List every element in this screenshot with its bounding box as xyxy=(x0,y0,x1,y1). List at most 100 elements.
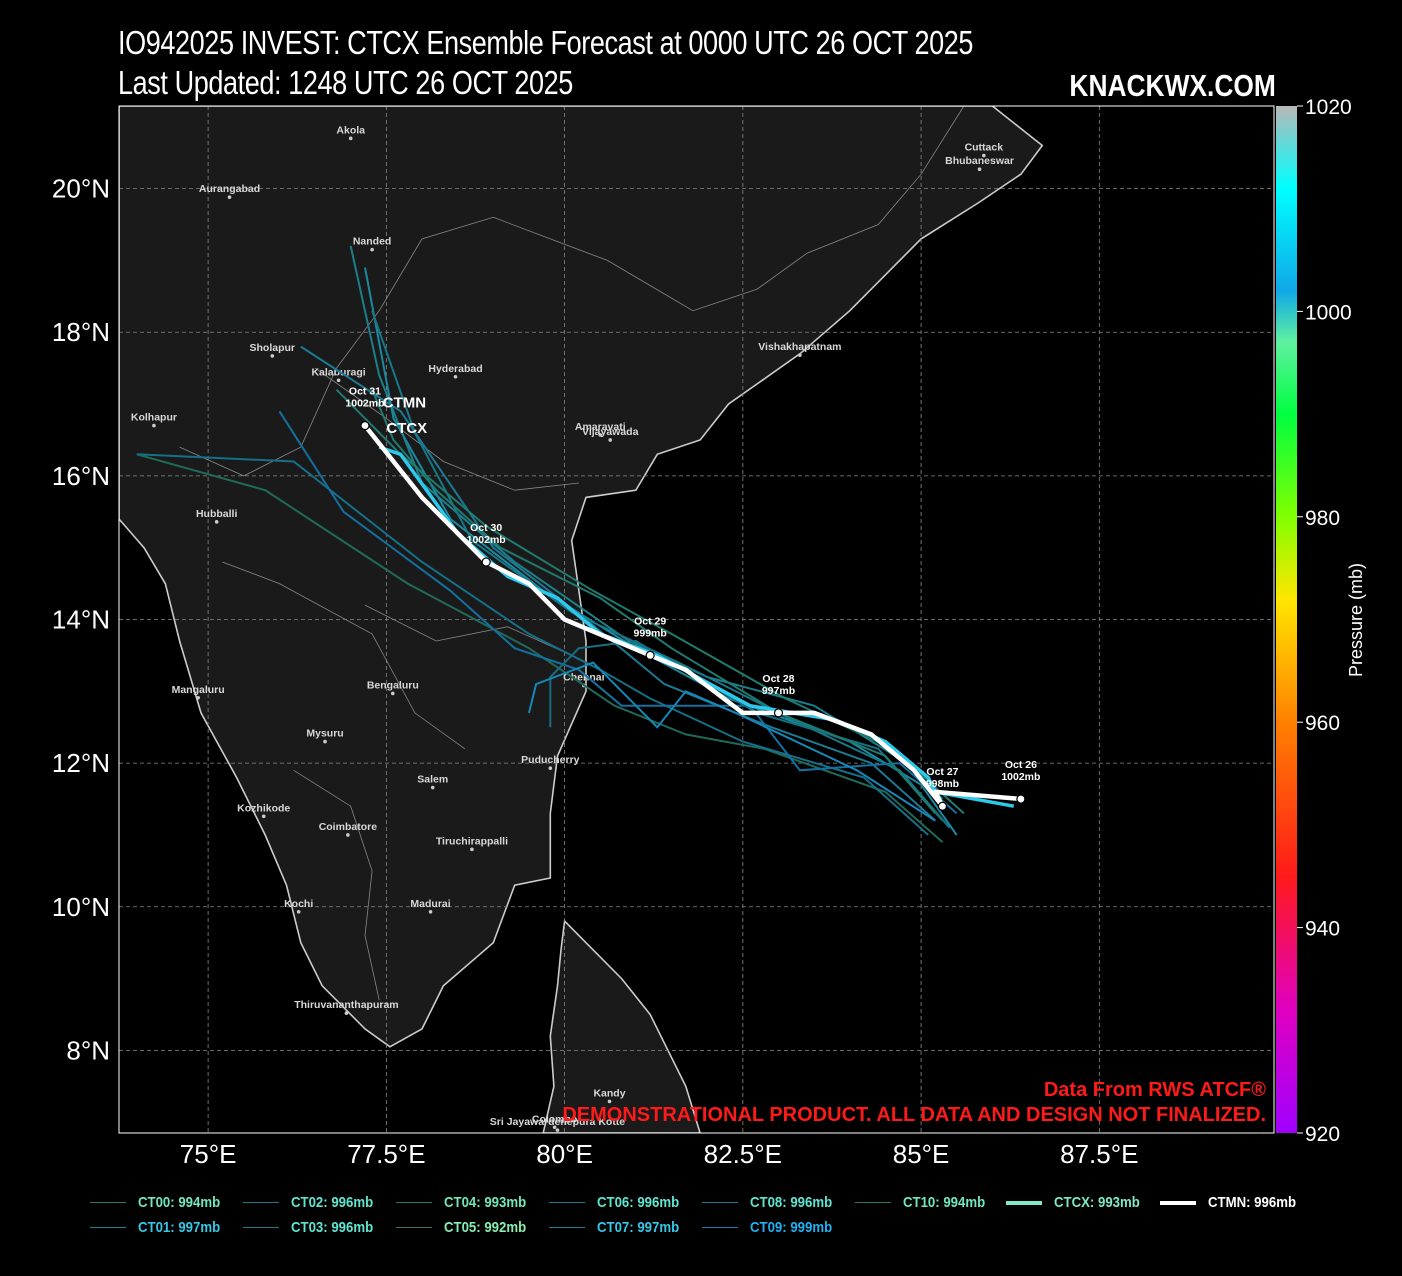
lon-tick-label: 80°E xyxy=(536,1139,593,1169)
legend-swatch xyxy=(396,1201,432,1204)
daily-position-marker xyxy=(773,708,784,718)
city-dot xyxy=(270,354,275,358)
state-border xyxy=(179,216,551,477)
legend-item: CT01: 997mb xyxy=(90,1219,231,1236)
legend-label: CT02: 996mb xyxy=(291,1194,374,1211)
state-border xyxy=(314,367,579,491)
city-dot xyxy=(470,847,474,852)
title-line-2: Last Updated: 1248 UTC 26 OCT 2025 xyxy=(118,64,573,101)
city-labels: Akola Aurangabad Nanded Sholapur Kalaburagi H… xyxy=(131,124,1014,1132)
forecast-map: Akola Aurangabad Nanded Sholapur Kalaburagi H… xyxy=(52,96,1366,1169)
city-label: Aurangabad xyxy=(199,183,260,195)
city-label: Amaravati xyxy=(575,421,626,433)
legend-swatch xyxy=(243,1226,279,1229)
marker-date-label: Oct 27 xyxy=(926,766,958,778)
member-track-ct09 xyxy=(528,661,936,822)
city-dot xyxy=(982,153,986,158)
city-dot xyxy=(336,378,341,383)
legend-swatch xyxy=(549,1226,585,1229)
legend-label: CT09: 999mb xyxy=(750,1219,833,1236)
city-dot xyxy=(453,374,458,379)
land-layer xyxy=(119,106,1044,1133)
lon-tick-label: 77.5°E xyxy=(347,1139,425,1169)
disclaimer-note: DEMONSTRATIONAL PRODUCT. ALL DATA AND DE… xyxy=(562,1104,1266,1126)
daily-position-marker xyxy=(1016,794,1026,804)
legend-label: CT01: 997mb xyxy=(138,1219,221,1236)
city-dot xyxy=(370,247,374,252)
state-border xyxy=(364,604,572,656)
legend-item: CTMN: 996mb xyxy=(1160,1194,1308,1211)
city-dot xyxy=(227,195,232,200)
legend-item: CT02: 996mb xyxy=(243,1194,384,1211)
state-border xyxy=(550,106,965,312)
marker-pressure-label: 999mb xyxy=(634,627,667,639)
legend-item: CT06: 996mb xyxy=(549,1194,690,1211)
city-dot xyxy=(977,167,982,171)
marker-pressure-label: 1002mb xyxy=(345,398,384,410)
colorbar-tick-label: 920 xyxy=(1305,1123,1340,1146)
lon-tick-label: 75°E xyxy=(180,1139,237,1169)
member-track-ct03 xyxy=(300,345,936,822)
city-label: Salem xyxy=(417,774,448,786)
daily-position-marker xyxy=(937,801,948,811)
legend-item: CT07: 997mb xyxy=(549,1219,690,1236)
sri-lanka-landmass xyxy=(542,919,701,1133)
city-label: Tiruchirappalli xyxy=(436,835,508,847)
legend-swatch xyxy=(549,1201,585,1204)
track-name-label: CTMN xyxy=(383,395,426,412)
legend-item: CT08: 996mb xyxy=(702,1194,843,1211)
city-label: Hyderabad xyxy=(428,363,482,375)
legend-label: CT06: 996mb xyxy=(597,1194,680,1211)
member-track-ct02 xyxy=(371,310,951,829)
lon-tick-label: 87.5°E xyxy=(1060,1139,1138,1169)
city-dot xyxy=(428,910,433,914)
source-note: Data From RWS ATCF® xyxy=(1044,1079,1266,1101)
city-dot xyxy=(430,785,435,790)
legend-swatch xyxy=(702,1201,738,1204)
city-label: Kolhapur xyxy=(131,412,177,424)
city-label: Akola xyxy=(336,124,365,136)
legend-swatch xyxy=(243,1201,279,1204)
legend-label: CT05: 992mb xyxy=(444,1219,527,1236)
marker-pressure-label: 1002mb xyxy=(467,534,506,546)
legend-label: CT03: 996mb xyxy=(291,1219,374,1236)
city-dot xyxy=(552,1125,557,1130)
track-name-label: CTCX xyxy=(386,420,427,437)
legend-item: CT09: 999mb xyxy=(702,1219,843,1236)
marker-pressure-label: 1002mb xyxy=(1001,771,1040,783)
marker-date-label: Oct 28 xyxy=(762,673,794,685)
colorbar-tick-label: 980 xyxy=(1305,507,1340,530)
city-dot xyxy=(344,1011,349,1015)
lat-tick-label: 10°N xyxy=(52,892,110,922)
city-label: Vishakhapatnam xyxy=(758,341,841,353)
city-label: Coimbatore xyxy=(319,821,378,833)
india-landmass xyxy=(119,106,1044,1048)
city-label: Mangaluru xyxy=(172,684,225,696)
ensemble-tracks xyxy=(136,245,1022,843)
marker-pressure-label: 997mb xyxy=(762,685,795,697)
city-dot xyxy=(798,353,802,358)
city-label: Bengaluru xyxy=(367,679,419,691)
marker-pressure-label: 998mb xyxy=(926,778,959,790)
lon-tick-label: 82.5°E xyxy=(704,1139,782,1169)
marker-date-label: Oct 30 xyxy=(470,522,502,534)
lat-tick-label: 18°N xyxy=(52,317,110,347)
lon-tick-label: 85°E xyxy=(893,1139,950,1169)
legend-swatch xyxy=(1006,1200,1042,1205)
city-dot xyxy=(608,438,613,442)
marker-date-label: Oct 31 xyxy=(349,386,381,398)
legend-swatch xyxy=(1160,1200,1196,1205)
legend: CT00: 994mb CT01: 997mb CT02: 996mb CT03: 9… xyxy=(90,1194,1390,1254)
state-border xyxy=(222,561,466,750)
city-dot xyxy=(555,1128,560,1132)
legend-item: CT03: 996mb xyxy=(243,1219,384,1236)
colorbar-tick-label: 940 xyxy=(1305,918,1340,941)
city-label: Kandy xyxy=(593,1087,625,1099)
city-label: Cuttack xyxy=(965,142,1004,154)
axis-labels: 75°E 77.5°E 80°E 82.5°E 85°E 87.5°E 8°N 10°N 12°… xyxy=(52,174,1139,1169)
legend-label: CTMN: 996mb xyxy=(1208,1194,1297,1211)
city-dot xyxy=(390,691,395,696)
lat-tick-label: 8°N xyxy=(66,1035,110,1065)
city-dot xyxy=(348,136,353,141)
